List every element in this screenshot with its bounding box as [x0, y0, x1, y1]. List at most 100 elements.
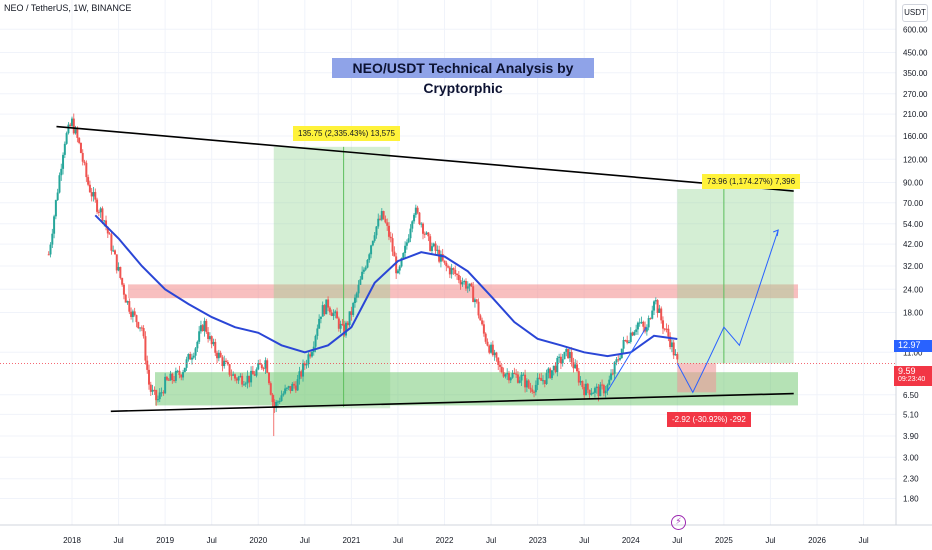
- candle-body: [420, 223, 423, 225]
- price-tick-label: 2.30: [903, 475, 919, 484]
- candle-body: [291, 383, 294, 391]
- candle-body: [162, 392, 165, 394]
- candle-body: [452, 268, 455, 270]
- candle-body: [310, 352, 313, 357]
- candle-body: [101, 208, 104, 221]
- candle-body: [232, 374, 235, 376]
- candle-body: [146, 360, 149, 370]
- candle-body: [554, 365, 557, 373]
- candle-body: [626, 340, 629, 343]
- price-tick-label: 160.00: [903, 132, 928, 141]
- candle-body: [370, 245, 373, 255]
- candle-body: [516, 374, 519, 383]
- candle-body: [62, 154, 65, 169]
- candle-body: [379, 218, 382, 220]
- candle-body: [83, 161, 86, 163]
- currency-button[interactable]: USDT: [902, 4, 928, 22]
- candle-body: [337, 318, 340, 329]
- moving-average-line: [94, 214, 678, 358]
- candle-body: [343, 324, 346, 336]
- candle-body: [456, 274, 459, 276]
- candle-body: [196, 341, 199, 349]
- candle-body: [78, 137, 81, 143]
- candle-body: [536, 377, 539, 385]
- candle-body: [583, 386, 586, 396]
- candle-body: [377, 218, 380, 227]
- candle-body: [559, 356, 562, 364]
- candle-body: [473, 299, 476, 303]
- last-price-badge: 9.59: [894, 366, 932, 376]
- candle-body: [267, 372, 270, 384]
- candle-body: [217, 352, 220, 359]
- candle-body: [359, 279, 362, 285]
- drop-measure-label: -2.92 (-30.92%) -292: [667, 412, 751, 427]
- candle-body: [253, 374, 256, 376]
- candle-body: [507, 373, 510, 381]
- candle-body: [135, 315, 138, 323]
- candle-body: [563, 351, 566, 360]
- candle-body: [87, 177, 90, 185]
- candle-body: [545, 373, 548, 384]
- candle-body: [495, 352, 498, 358]
- candle-body: [117, 266, 120, 271]
- candle-body: [65, 133, 68, 144]
- price-tick-label: 18.00: [903, 309, 924, 318]
- candle-body: [423, 233, 426, 235]
- time-tick-label: Jul: [486, 536, 496, 545]
- price-tick-label: 6.50: [903, 391, 919, 400]
- candle-body: [543, 380, 546, 384]
- candle-body: [432, 243, 435, 247]
- candle-body: [171, 373, 174, 381]
- candle-body: [402, 252, 405, 259]
- candle-body: [115, 254, 118, 271]
- candle-body: [676, 354, 679, 360]
- price-tick-label: 450.00: [903, 49, 928, 58]
- time-tick-label: Jul: [207, 536, 217, 545]
- candle-body: [472, 286, 475, 303]
- candle-body: [541, 380, 544, 382]
- candle-body: [617, 359, 620, 361]
- candle-body: [133, 311, 136, 316]
- candle-body: [669, 336, 672, 348]
- candle-body: [216, 352, 219, 359]
- candle-body: [208, 336, 211, 339]
- candle-body: [250, 370, 253, 383]
- candle-body: [106, 226, 109, 234]
- candle-body: [565, 348, 568, 352]
- candle-body: [384, 219, 387, 223]
- candle-body: [334, 311, 337, 314]
- candle-body: [99, 208, 102, 213]
- candle-body: [464, 280, 467, 289]
- candle-body: [97, 211, 100, 213]
- candle-body: [223, 360, 226, 367]
- price-tick-label: 42.00: [903, 240, 924, 249]
- candle-body: [131, 311, 134, 317]
- candle-body: [633, 331, 636, 336]
- candle-body: [276, 401, 279, 403]
- candle-body: [54, 200, 57, 217]
- candle-body: [226, 361, 229, 365]
- candle-body: [122, 284, 125, 295]
- symbol-header[interactable]: NEO / TetherUS, 1W, BINANCE: [4, 3, 132, 13]
- candle-body: [94, 192, 97, 200]
- candle-body: [599, 384, 602, 397]
- candle-body: [269, 383, 272, 395]
- candle-body: [396, 270, 399, 274]
- lightning-icon[interactable]: ⚡: [671, 515, 686, 530]
- candle-body: [635, 329, 638, 332]
- candle-body: [165, 376, 168, 380]
- candle-body: [153, 389, 156, 391]
- candle-body: [201, 325, 204, 331]
- candle-body: [373, 235, 376, 241]
- candle-body: [164, 376, 167, 394]
- candle-body: [660, 308, 663, 321]
- candle-body: [550, 370, 553, 379]
- candle-body: [606, 384, 609, 391]
- candle-body: [425, 232, 428, 235]
- candle-body: [124, 294, 127, 303]
- candle-body: [56, 192, 59, 201]
- candle-body: [654, 300, 657, 302]
- candle-body: [341, 323, 344, 325]
- candle-body: [386, 222, 389, 226]
